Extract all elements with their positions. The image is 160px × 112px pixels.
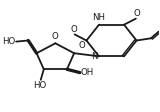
Text: OH: OH <box>81 68 94 77</box>
Text: O: O <box>52 32 59 41</box>
Text: O: O <box>133 9 140 18</box>
Text: O: O <box>71 25 77 34</box>
Text: HO: HO <box>2 37 15 46</box>
Text: HO: HO <box>33 81 47 90</box>
Text: O: O <box>79 41 86 50</box>
Text: NH: NH <box>92 14 105 23</box>
Text: N: N <box>91 52 97 61</box>
